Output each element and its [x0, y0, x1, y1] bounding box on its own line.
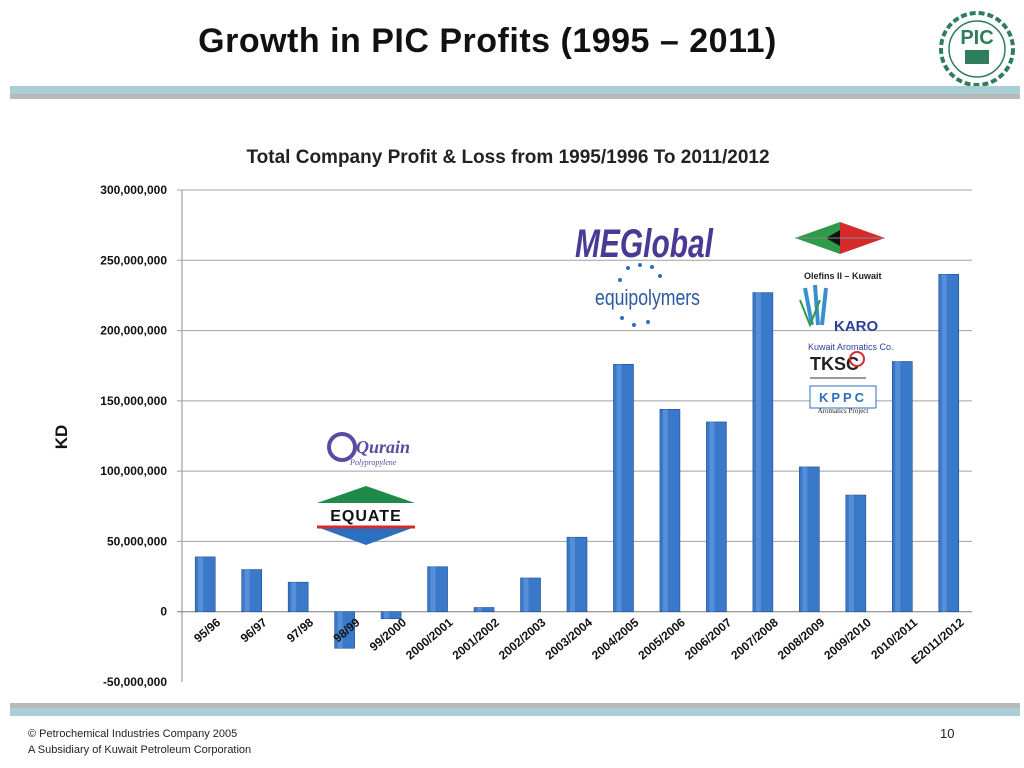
bottom-band [10, 708, 1020, 716]
category-label: 2002/2003 [496, 615, 549, 662]
top-band [10, 86, 1020, 94]
bar [287, 581, 309, 613]
svg-text:Olefins II – Kuwait: Olefins II – Kuwait [804, 271, 882, 281]
y-tick-label: 100,000,000 [100, 464, 167, 478]
karo-logo: KARO Kuwait Aromatics Co. [799, 284, 894, 352]
bar [334, 611, 355, 649]
kppc-logo: KPPC Aromatics Project [809, 385, 877, 415]
bar [520, 577, 541, 613]
category-label: 2005/2006 [635, 615, 688, 662]
bar [380, 611, 402, 620]
svg-text:KPPC: KPPC [819, 390, 867, 405]
category-label: 96/97 [238, 615, 270, 645]
bar-highlight [244, 569, 250, 612]
footer-subsidiary: A Subsidiary of Kuwait Petroleum Corpora… [28, 744, 252, 756]
bar-highlight [430, 566, 436, 612]
bar-highlight [291, 582, 297, 612]
bar-highlight [802, 466, 808, 612]
svg-text:Aromatics Project: Aromatics Project [818, 407, 869, 415]
category-label: 2009/2010 [821, 615, 874, 662]
category-label-layer: 95/96 96/97 97/98 98/99 99/20002000/20012001… [191, 615, 967, 667]
footer-copyright-text: Petrochemical Industries Company 2005 [39, 728, 238, 740]
y-tick-label: 200,000,000 [100, 324, 167, 338]
equipolymers-logo: equipolymers [595, 263, 700, 327]
pic-logo: PIC [939, 11, 1015, 87]
category-label: 95/96 [191, 615, 223, 645]
bar-highlight [337, 611, 343, 649]
bar-highlight [941, 274, 947, 612]
y-tick-layer: 300,000,000 250,000,000 200,000,000 150,000… [100, 183, 167, 689]
slide-title: Growth in PIC Profits (1995 – 2011) [198, 22, 777, 60]
bar-highlight [662, 409, 668, 612]
svg-text:MEGlobal: MEGlobal [575, 222, 714, 266]
category-label: 2006/2007 [682, 615, 735, 662]
svg-text:Kuwait Aromatics Co.: Kuwait Aromatics Co. [808, 342, 894, 352]
y-tick-label: 50,000,000 [107, 534, 167, 548]
bar [891, 361, 913, 613]
category-label: 2007/2008 [728, 615, 781, 662]
bar [566, 536, 588, 613]
svg-text:EQUATE: EQUATE [330, 508, 401, 525]
bar-highlight [709, 421, 715, 612]
equate-logo: EQUATE [317, 486, 415, 545]
logo-text: PIC [960, 27, 993, 49]
bar [427, 566, 448, 613]
bar-fill [473, 607, 495, 613]
category-label: 2001/2002 [450, 615, 503, 662]
bar-highlight [570, 537, 575, 612]
category-label: 97/98 [284, 615, 316, 645]
y-tick-label: 300,000,000 [100, 183, 167, 197]
category-label: 99/2000 [367, 615, 409, 654]
footer-copyright: © Petrochemical Industries Company 2005 [28, 728, 238, 740]
svg-text:equipolymers: equipolymers [595, 285, 700, 310]
bar-highlight [848, 495, 854, 612]
svg-text:Qurain: Qurain [356, 437, 410, 457]
bar-layer [194, 274, 960, 649]
bar [752, 292, 774, 613]
bar [799, 466, 820, 613]
bar [938, 274, 960, 613]
y-tick-label: 0 [160, 605, 167, 619]
category-label: 2000/2001 [403, 615, 456, 662]
y-tick-label: 250,000,000 [100, 253, 167, 267]
meglobal-logo: MEGlobal [575, 222, 714, 266]
bar-highlight [755, 292, 761, 612]
bar [845, 494, 867, 613]
bar-highlight [616, 364, 622, 612]
qurain-logo: Qurain Polypropylene [327, 432, 410, 467]
bar-highlight [384, 611, 390, 619]
olefins-logo: Olefins II – Kuwait [795, 222, 885, 281]
bar [659, 408, 681, 613]
bar [241, 569, 263, 613]
svg-text:KARO: KARO [834, 318, 878, 335]
category-label: 2004/2005 [589, 615, 642, 662]
bar [613, 364, 634, 613]
profit-chart: Total Company Profit & Loss from 1995/19… [52, 147, 972, 689]
category-label: 2008/2009 [775, 615, 828, 662]
bar-highlight [477, 607, 483, 612]
svg-text:TKSC: TKSC [810, 354, 859, 374]
bar [194, 556, 216, 613]
bottom-band-shadow [10, 703, 1020, 708]
tksc-logo: TKSC [810, 351, 866, 379]
y-axis-label: KD [52, 425, 71, 450]
bar [473, 607, 495, 613]
category-label: 2003/2004 [542, 615, 595, 662]
y-tick-label: -50,000,000 [103, 675, 167, 689]
svg-text:Polypropylene: Polypropylene [349, 458, 397, 467]
top-band-shadow [10, 94, 1020, 99]
bar-fill [380, 611, 402, 620]
bar-highlight [895, 361, 901, 612]
bar-highlight [523, 577, 529, 612]
chart-title: Total Company Profit & Loss from 1995/19… [246, 147, 769, 168]
bar-highlight [198, 556, 204, 612]
page-number: 10 [940, 726, 955, 741]
y-tick-label: 150,000,000 [100, 394, 167, 408]
bar [706, 421, 727, 613]
